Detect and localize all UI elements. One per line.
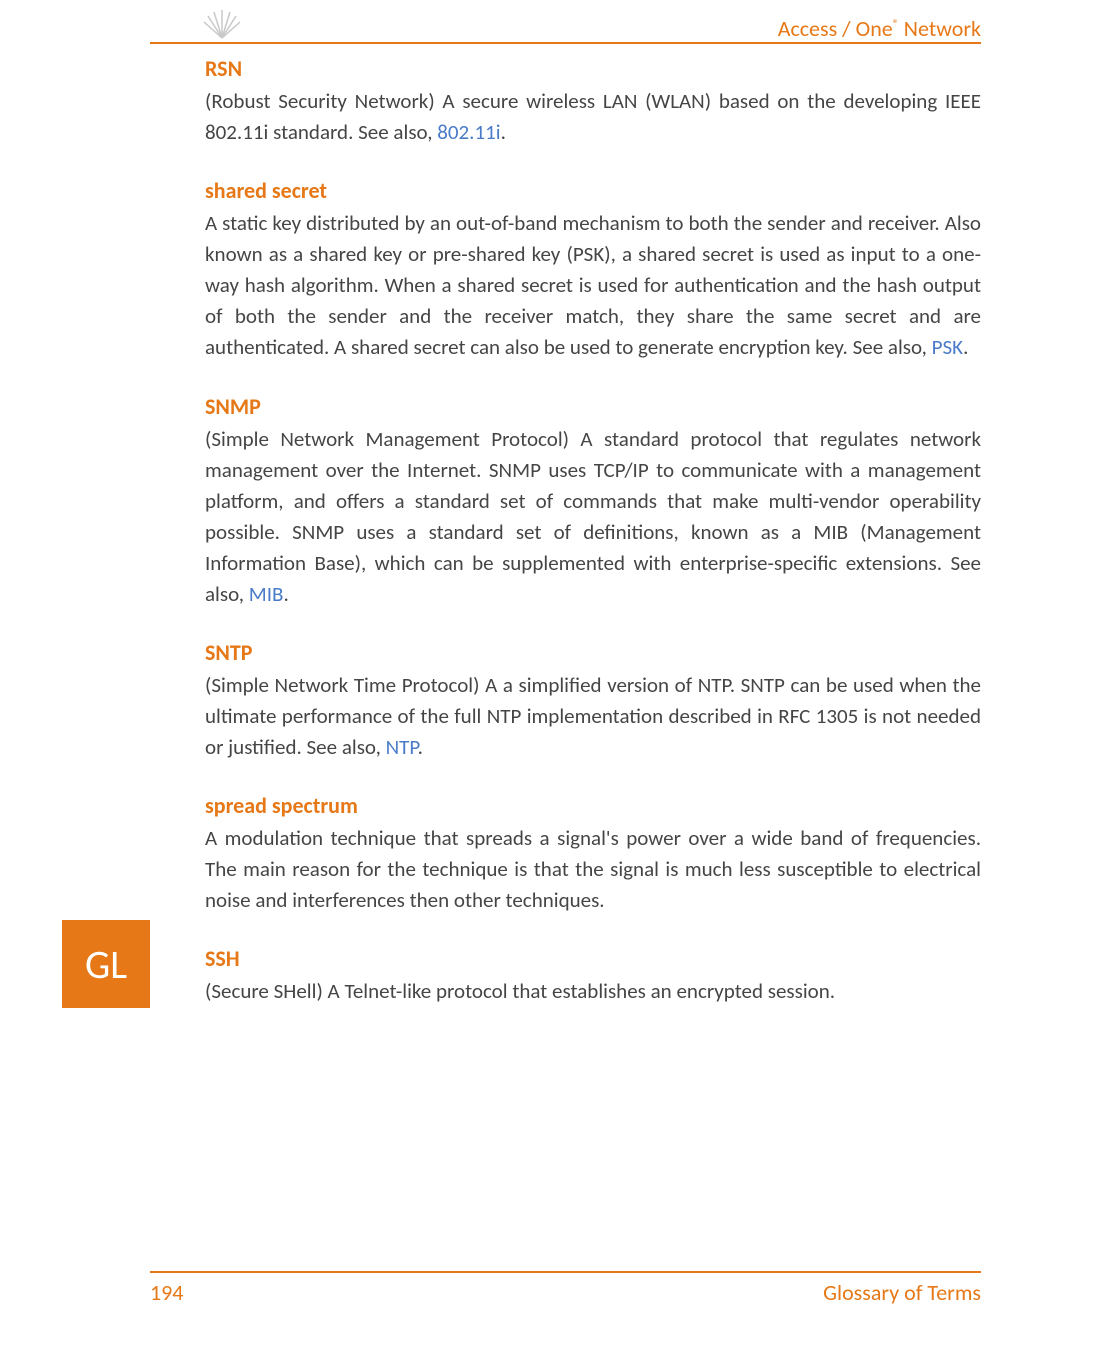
cross-reference-link[interactable]: MIB [249, 581, 284, 607]
section-tab: GL [62, 920, 150, 1008]
section-tab-label: GL [85, 940, 127, 989]
term-heading: SNTP [205, 639, 981, 666]
term-heading: shared secret [205, 177, 981, 204]
footer-section-title: Glossary of Terms [823, 1279, 981, 1306]
page-number: 194 [150, 1279, 183, 1306]
definition-text: (Robust Security Network) A secure wirel… [205, 88, 981, 145]
term-heading: SNMP [205, 393, 981, 420]
definition-text: A modulation technique that spreads a si… [205, 825, 981, 913]
term-definition: A static key distributed by an out-of-ba… [205, 208, 981, 363]
term-heading: SSH [205, 945, 981, 972]
term-heading: RSN [205, 55, 981, 82]
definition-text: A static key distributed by an out-of-ba… [205, 210, 981, 360]
term-definition: A modulation technique that spreads a si… [205, 823, 981, 916]
header-title-prefix: Access / One [778, 15, 893, 42]
glossary-entry: spread spectrum A modulation technique t… [205, 792, 981, 916]
definition-text-after: . [501, 119, 506, 145]
glossary-entry: shared secret A static key distributed b… [205, 177, 981, 363]
definition-text: (Simple Network Management Protocol) A s… [205, 426, 981, 607]
cross-reference-link[interactable]: 802.11i [437, 119, 500, 145]
term-definition: (Robust Security Network) A secure wirel… [205, 86, 981, 148]
glossary-entry: SSH (Secure SHell) A Telnet-like protoco… [205, 945, 981, 1007]
header-title: Access / One® Network [778, 15, 981, 42]
glossary-entry: SNTP (Simple Network Time Protocol) A a … [205, 639, 981, 763]
cross-reference-link[interactable]: NTP [386, 734, 418, 760]
term-definition: (Simple Network Management Protocol) A s… [205, 424, 981, 610]
glossary-entry: SNMP (Simple Network Management Protocol… [205, 393, 981, 610]
definition-text-after: . [418, 734, 423, 760]
network-icon [200, 4, 244, 51]
glossary-entry: RSN (Robust Security Network) A secure w… [205, 55, 981, 148]
cross-reference-link[interactable]: PSK [932, 334, 963, 360]
term-definition: (Simple Network Time Protocol) A a simpl… [205, 670, 981, 763]
term-heading: spread spectrum [205, 792, 981, 819]
definition-text: (Simple Network Time Protocol) A a simpl… [205, 672, 981, 760]
definition-text-after: . [963, 334, 968, 360]
term-definition: (Secure SHell) A Telnet-like protocol th… [205, 976, 981, 1007]
glossary-content: RSN (Robust Security Network) A secure w… [205, 55, 981, 1037]
page-footer: 194 Glossary of Terms [150, 1271, 981, 1306]
definition-text: (Secure SHell) A Telnet-like protocol th… [205, 978, 835, 1004]
header-title-suffix: Network [899, 15, 981, 42]
definition-text-after: . [283, 581, 288, 607]
page-header: Access / One® Network [150, 12, 981, 44]
